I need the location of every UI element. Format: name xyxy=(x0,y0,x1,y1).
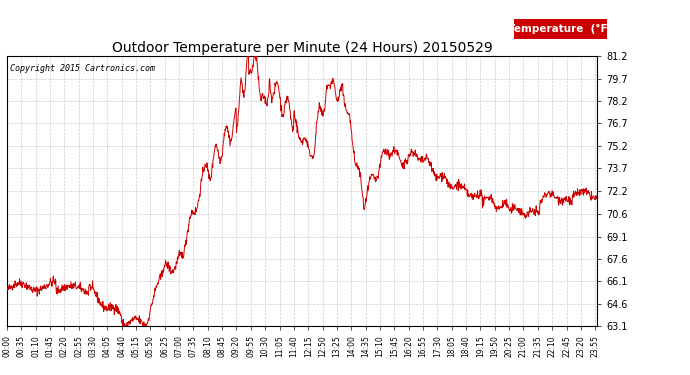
Text: Copyright 2015 Cartronics.com: Copyright 2015 Cartronics.com xyxy=(10,64,155,74)
Title: Outdoor Temperature per Minute (24 Hours) 20150529: Outdoor Temperature per Minute (24 Hours… xyxy=(112,41,492,55)
Text: Temperature  (°F): Temperature (°F) xyxy=(509,24,613,34)
